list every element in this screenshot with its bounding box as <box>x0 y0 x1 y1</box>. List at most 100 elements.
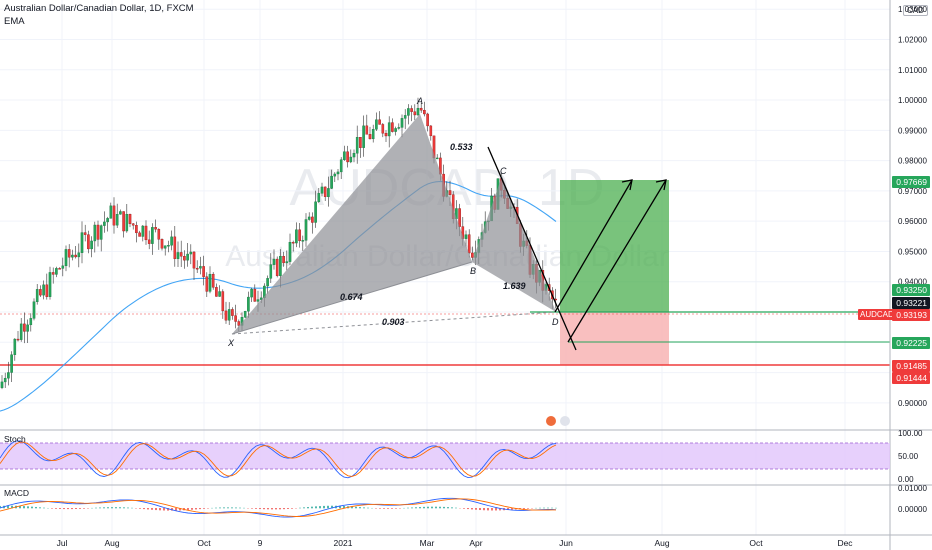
macd-bar-55 <box>219 507 221 509</box>
candle-body-63 <box>202 266 205 277</box>
candle-body-17 <box>55 268 58 275</box>
macd-line <box>0 497 557 518</box>
macd-bar-102 <box>407 507 409 509</box>
macd-bar-35 <box>139 508 141 509</box>
macd-bar-37 <box>147 508 149 510</box>
candle-body-111 <box>355 137 359 154</box>
candle-body-47 <box>151 227 154 244</box>
candle-body-54 <box>173 236 177 259</box>
candle-body-73 <box>234 315 237 322</box>
candle-body-6 <box>19 323 23 340</box>
macd-bar-36 <box>143 508 145 510</box>
macd-bar-21 <box>83 508 85 509</box>
macd-bar-128 <box>511 508 513 510</box>
price-tick-6: 0.97000 <box>898 187 927 196</box>
candle-body-67 <box>215 287 218 297</box>
candle-body-3 <box>10 354 13 373</box>
candle-body-122 <box>391 122 394 132</box>
macd-bar-97 <box>387 508 389 509</box>
candle-body-79 <box>253 288 257 302</box>
macd-bar-73 <box>291 508 293 509</box>
macd-bar-125 <box>499 508 501 511</box>
macd-bar-63 <box>251 508 253 509</box>
macd-bar-27 <box>107 507 109 509</box>
macd-bar-8 <box>31 506 33 509</box>
macd-bar-24 <box>95 507 97 509</box>
macd-label: MACD <box>4 488 29 498</box>
ratio-label-1: 0.533 <box>450 142 473 152</box>
candle-body-57 <box>183 256 186 261</box>
candle-body-112 <box>359 137 362 148</box>
candle-body-37 <box>119 211 122 215</box>
macd-bar-48 <box>191 508 193 510</box>
macd-bar-15 <box>59 508 61 509</box>
candle-body-64 <box>205 276 209 292</box>
macd-bar-113 <box>451 507 453 509</box>
time-tick-4: 2021 <box>334 538 353 548</box>
candle-body-33 <box>106 218 109 223</box>
macd-bar-107 <box>427 506 429 509</box>
candle-body-113 <box>362 125 365 148</box>
candle-body-115 <box>368 134 372 140</box>
candle-body-55 <box>176 252 180 259</box>
candle-body-38 <box>122 211 125 232</box>
candle-body-147 <box>471 252 474 258</box>
macd-bar-103 <box>411 507 413 509</box>
macd-bar-123 <box>491 508 493 511</box>
candle-body-1 <box>3 377 7 383</box>
macd-bar-120 <box>479 508 481 511</box>
candle-body-143 <box>458 208 461 227</box>
macd-bar-78 <box>311 506 313 509</box>
ema-indicator-label[interactable]: EMA <box>4 16 25 27</box>
candle-body-39 <box>125 214 129 232</box>
candle-body-70 <box>224 310 228 321</box>
candle-body-66 <box>211 273 215 288</box>
candle-body-87 <box>279 255 282 276</box>
price-tick-4: 0.99000 <box>898 126 927 135</box>
macd-bar-17 <box>67 508 69 510</box>
price-tag-2: 0.93221 <box>892 297 930 309</box>
macd-bar-18 <box>71 508 73 510</box>
macd-bar-30 <box>119 507 121 509</box>
time-tick-1: Aug <box>104 538 119 548</box>
stoch-tick-50: 50.00 <box>898 452 919 461</box>
candle-body-92 <box>295 229 298 244</box>
candle-body-102 <box>327 188 330 197</box>
event-icon[interactable] <box>546 416 556 426</box>
time-tick-5: Mar <box>420 538 435 548</box>
candle-body-58 <box>186 253 189 261</box>
currency-badge[interactable]: CAD <box>903 5 928 16</box>
price-tick-3: 1.00000 <box>898 96 927 105</box>
candle-body-23 <box>74 254 77 258</box>
macd-bar-2 <box>7 505 9 509</box>
pattern-bcd <box>472 176 556 312</box>
candle-body-0 <box>0 381 4 388</box>
candle-body-8 <box>26 324 29 332</box>
candle-body-93 <box>298 229 301 242</box>
candle-body-133 <box>426 113 429 127</box>
event-icon-2[interactable] <box>560 416 570 426</box>
price-tick-1: 1.02000 <box>898 35 927 44</box>
candle-body-31 <box>99 225 103 240</box>
macd-bar-11 <box>43 507 45 509</box>
price-tag-4: 0.92225 <box>892 337 930 349</box>
macd-bar-7 <box>27 506 29 509</box>
macd-bar-59 <box>235 507 237 509</box>
price-tick-5: 0.98000 <box>898 157 927 166</box>
macd-bar-96 <box>383 508 385 509</box>
macd-bar-28 <box>111 507 113 509</box>
candle-body-132 <box>423 109 426 115</box>
point-d-label: D <box>552 317 559 327</box>
candle-body-30 <box>96 224 100 240</box>
ratio-label-4: 1.639 <box>503 281 526 291</box>
projection-arrows <box>487 146 667 351</box>
candle-body-46 <box>147 239 151 244</box>
macd-bar-60 <box>239 507 241 509</box>
candle-body-5 <box>16 338 20 341</box>
candle-body-126 <box>403 115 407 119</box>
price-tick-2: 1.01000 <box>898 66 927 75</box>
macd-bar-90 <box>359 507 361 509</box>
candle-body-28 <box>90 240 93 250</box>
point-a-label: A <box>416 96 423 106</box>
